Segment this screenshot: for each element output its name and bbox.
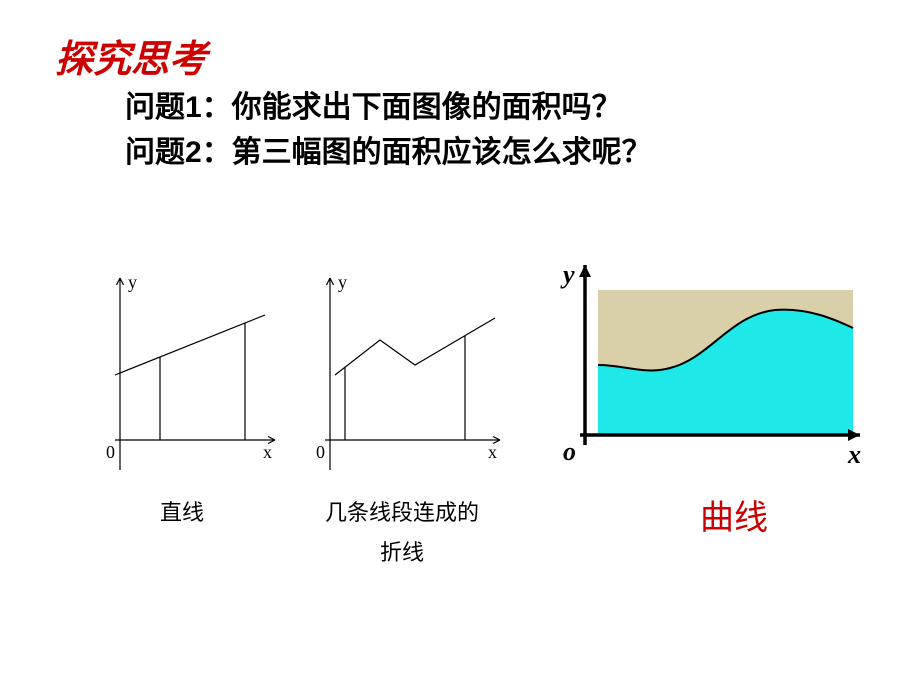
graph-1-svg: y x 0 <box>90 270 280 500</box>
svg-text:o: o <box>563 437 576 466</box>
question-1: 问题1：你能求出下面图像的面积吗？ <box>125 82 622 126</box>
svg-text:0: 0 <box>106 442 115 462</box>
svg-text:x: x <box>847 440 861 469</box>
svg-text:0: 0 <box>316 442 325 462</box>
page-title: 探究思考 <box>55 28 207 83</box>
question-2: 问题2：第三幅图的面积应该怎么求呢？ <box>125 127 652 171</box>
graph-3-svg: y x o <box>550 260 870 480</box>
graph-3: y x o 曲线 <box>550 260 870 540</box>
svg-text:y: y <box>128 272 137 292</box>
svg-text:x: x <box>263 442 272 462</box>
graph-1: y x 0 直线 <box>90 270 280 560</box>
graph-2-svg: y x 0 <box>300 270 510 500</box>
svg-text:y: y <box>560 260 575 289</box>
graph-2: yx0 几条线段连成的 折线 <box>300 270 510 560</box>
graph-3-caption: 曲线 <box>700 490 768 539</box>
svg-text:x: x <box>488 442 497 462</box>
svg-text:y: y <box>338 272 347 292</box>
graph-1-caption: 直线 <box>160 495 204 527</box>
graph-2-caption2: 折线 <box>380 535 424 567</box>
graph-2-caption: 几条线段连成的 <box>325 495 479 527</box>
